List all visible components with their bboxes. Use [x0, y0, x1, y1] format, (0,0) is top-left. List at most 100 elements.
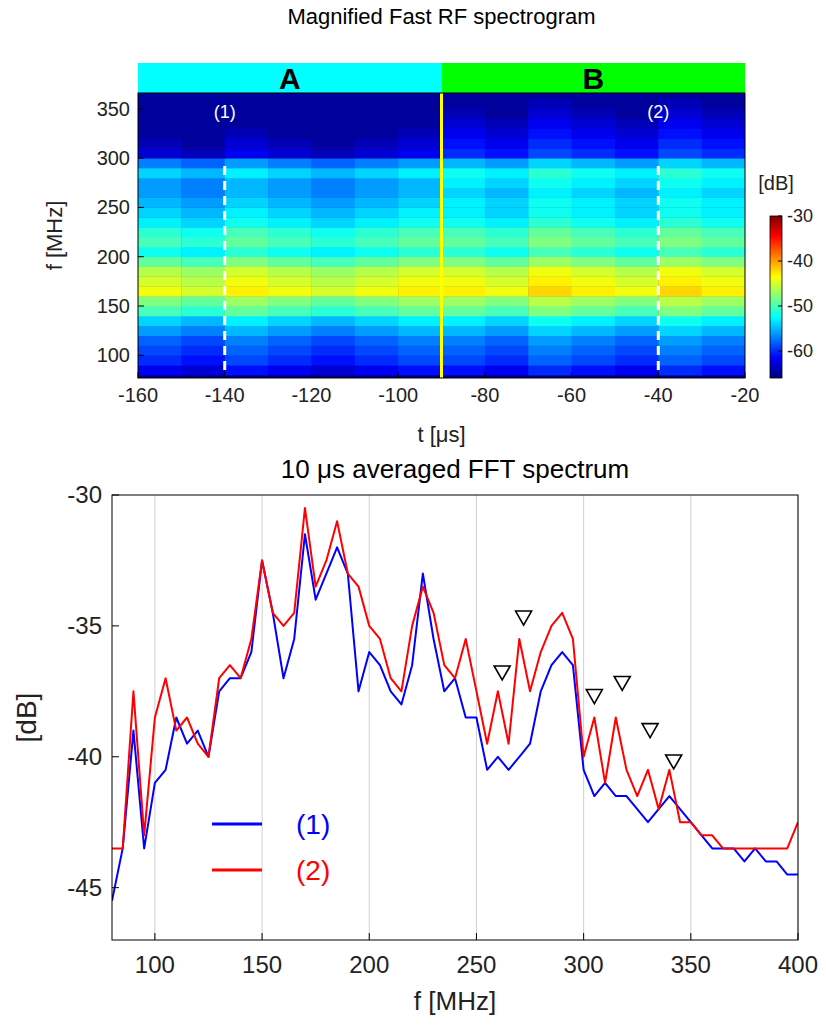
heat-cell	[615, 217, 659, 227]
heat-cell	[572, 138, 616, 148]
heat-cell	[485, 168, 529, 178]
heat-cell	[398, 109, 442, 119]
heat-cell	[268, 355, 312, 365]
heat-cell	[311, 316, 355, 326]
heat-cell	[138, 178, 182, 188]
x-tick	[583, 933, 584, 940]
y-axis-title: [dB]	[11, 693, 42, 743]
heat-cell	[181, 267, 225, 277]
heat-cell	[528, 148, 572, 158]
heat-cell	[355, 267, 399, 277]
heat-cell	[528, 188, 572, 198]
color-bar-tick	[778, 261, 782, 262]
heat-cell	[702, 158, 745, 168]
heat-cell	[225, 178, 269, 188]
y-tick	[138, 256, 144, 257]
heat-cell	[225, 286, 269, 296]
heat-cell	[572, 276, 616, 286]
heat-cell	[311, 336, 355, 346]
heat-cell	[528, 355, 572, 365]
heat-cell	[225, 148, 269, 158]
color-bar-tick-label: -50	[787, 296, 813, 316]
heat-cell	[268, 188, 312, 198]
x-tick	[484, 372, 485, 378]
heat-cell	[225, 267, 269, 277]
heat-cell	[398, 345, 442, 355]
heat-cell	[485, 276, 529, 286]
heat-cell	[442, 355, 486, 365]
heat-cell	[225, 345, 269, 355]
heat-cell	[485, 257, 529, 267]
heat-cell	[311, 365, 355, 375]
heat-cell	[615, 198, 659, 208]
heat-cell	[311, 296, 355, 306]
heat-cell	[311, 257, 355, 267]
heat-cell	[442, 365, 486, 375]
heat-cell	[572, 198, 616, 208]
heat-cell	[615, 188, 659, 198]
heat-cell	[355, 365, 399, 375]
heat-cell	[702, 345, 745, 355]
heat-cell	[311, 109, 355, 119]
heat-cell	[225, 138, 269, 148]
heat-cell	[398, 207, 442, 217]
heat-cell	[268, 109, 312, 119]
heat-cell	[268, 168, 312, 178]
heat-cell	[442, 119, 486, 129]
heat-cell	[442, 148, 486, 158]
heat-cell	[572, 316, 616, 326]
grid-line	[369, 495, 370, 940]
heat-cell	[442, 93, 486, 99]
series-line	[112, 534, 798, 900]
heat-cell	[572, 99, 616, 109]
heat-cell	[398, 99, 442, 109]
heat-cell	[572, 355, 616, 365]
heat-cell	[528, 217, 572, 227]
heat-cell	[485, 355, 529, 365]
heat-cell	[528, 119, 572, 129]
heat-cell	[355, 247, 399, 257]
heat-cell	[485, 148, 529, 158]
heat-cell	[355, 316, 399, 326]
x-tick-label: 350	[671, 951, 711, 978]
heat-cell	[658, 237, 702, 247]
color-bar-tick-label: -30	[787, 206, 813, 226]
heat-cell	[485, 247, 529, 257]
heat-cell	[225, 188, 269, 198]
y-tick-label: 300	[97, 147, 130, 169]
heat-cell	[268, 178, 312, 188]
peak-marker	[642, 724, 658, 738]
heat-cell	[138, 326, 182, 336]
heat-cell	[615, 296, 659, 306]
heat-cell	[138, 93, 182, 99]
heat-cell	[355, 227, 399, 237]
heat-cell	[442, 207, 486, 217]
heat-cell	[615, 237, 659, 247]
heat-cell	[615, 286, 659, 296]
heat-cell	[528, 207, 572, 217]
heat-cell	[702, 207, 745, 217]
heat-cell	[615, 148, 659, 158]
heat-cell	[181, 326, 225, 336]
heat-cell	[658, 168, 702, 178]
x-tick-label: 200	[349, 951, 389, 978]
heat-cell	[572, 168, 616, 178]
heat-cell	[615, 257, 659, 267]
heat-cell	[138, 168, 182, 178]
heat-cell	[268, 247, 312, 257]
heat-cell	[485, 109, 529, 119]
heat-cell	[311, 129, 355, 139]
heat-cell	[138, 296, 182, 306]
heat-cell	[615, 227, 659, 237]
heat-cell	[225, 168, 269, 178]
heat-cell	[442, 138, 486, 148]
heat-cell	[485, 158, 529, 168]
heat-cell	[398, 336, 442, 346]
heat-cell	[311, 207, 355, 217]
heat-cell	[615, 365, 659, 375]
heat-cell	[138, 227, 182, 237]
heat-cell	[355, 306, 399, 316]
heat-cell	[311, 168, 355, 178]
heat-cell	[355, 217, 399, 227]
y-tick	[112, 887, 119, 888]
